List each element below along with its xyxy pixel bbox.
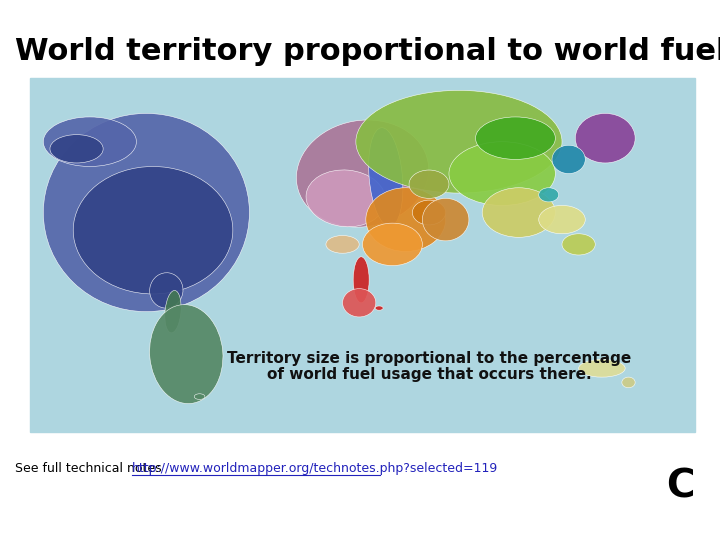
Ellipse shape [306, 170, 386, 227]
Ellipse shape [356, 90, 562, 193]
Ellipse shape [369, 128, 403, 226]
Ellipse shape [343, 288, 376, 317]
Ellipse shape [150, 273, 183, 308]
Ellipse shape [475, 117, 555, 159]
Text: C: C [666, 467, 694, 505]
Ellipse shape [43, 113, 249, 312]
Ellipse shape [362, 223, 423, 266]
Text: http://www.worldmapper.org/technotes.php?selected=119: http://www.worldmapper.org/technotes.php… [132, 462, 498, 475]
Text: See full technical notes: See full technical notes [15, 462, 166, 475]
Ellipse shape [354, 257, 369, 303]
Ellipse shape [539, 188, 559, 202]
Ellipse shape [150, 305, 223, 403]
Ellipse shape [43, 117, 136, 166]
Ellipse shape [194, 394, 205, 400]
Ellipse shape [562, 234, 595, 255]
Ellipse shape [579, 360, 625, 377]
Ellipse shape [552, 145, 585, 173]
Ellipse shape [326, 235, 359, 253]
Ellipse shape [297, 120, 428, 227]
Ellipse shape [366, 188, 446, 252]
Ellipse shape [575, 113, 635, 163]
Bar [0, 432, 720, 540]
Ellipse shape [409, 170, 449, 198]
Ellipse shape [539, 205, 585, 234]
Ellipse shape [449, 141, 555, 205]
Ellipse shape [73, 166, 233, 294]
Text: of world fuel usage that occurs there.: of world fuel usage that occurs there. [266, 367, 591, 382]
Text: Territory size is proportional to the percentage: Territory size is proportional to the pe… [227, 350, 631, 366]
Ellipse shape [423, 198, 469, 241]
Ellipse shape [50, 134, 103, 163]
Ellipse shape [165, 291, 181, 333]
Ellipse shape [375, 306, 383, 310]
Bar [30, 78, 695, 432]
Ellipse shape [482, 188, 555, 237]
Bar [0, 0, 720, 75]
Text: World territory proportional to world fuel usage: World territory proportional to world fu… [15, 37, 720, 66]
Ellipse shape [413, 200, 446, 225]
Ellipse shape [622, 377, 635, 388]
